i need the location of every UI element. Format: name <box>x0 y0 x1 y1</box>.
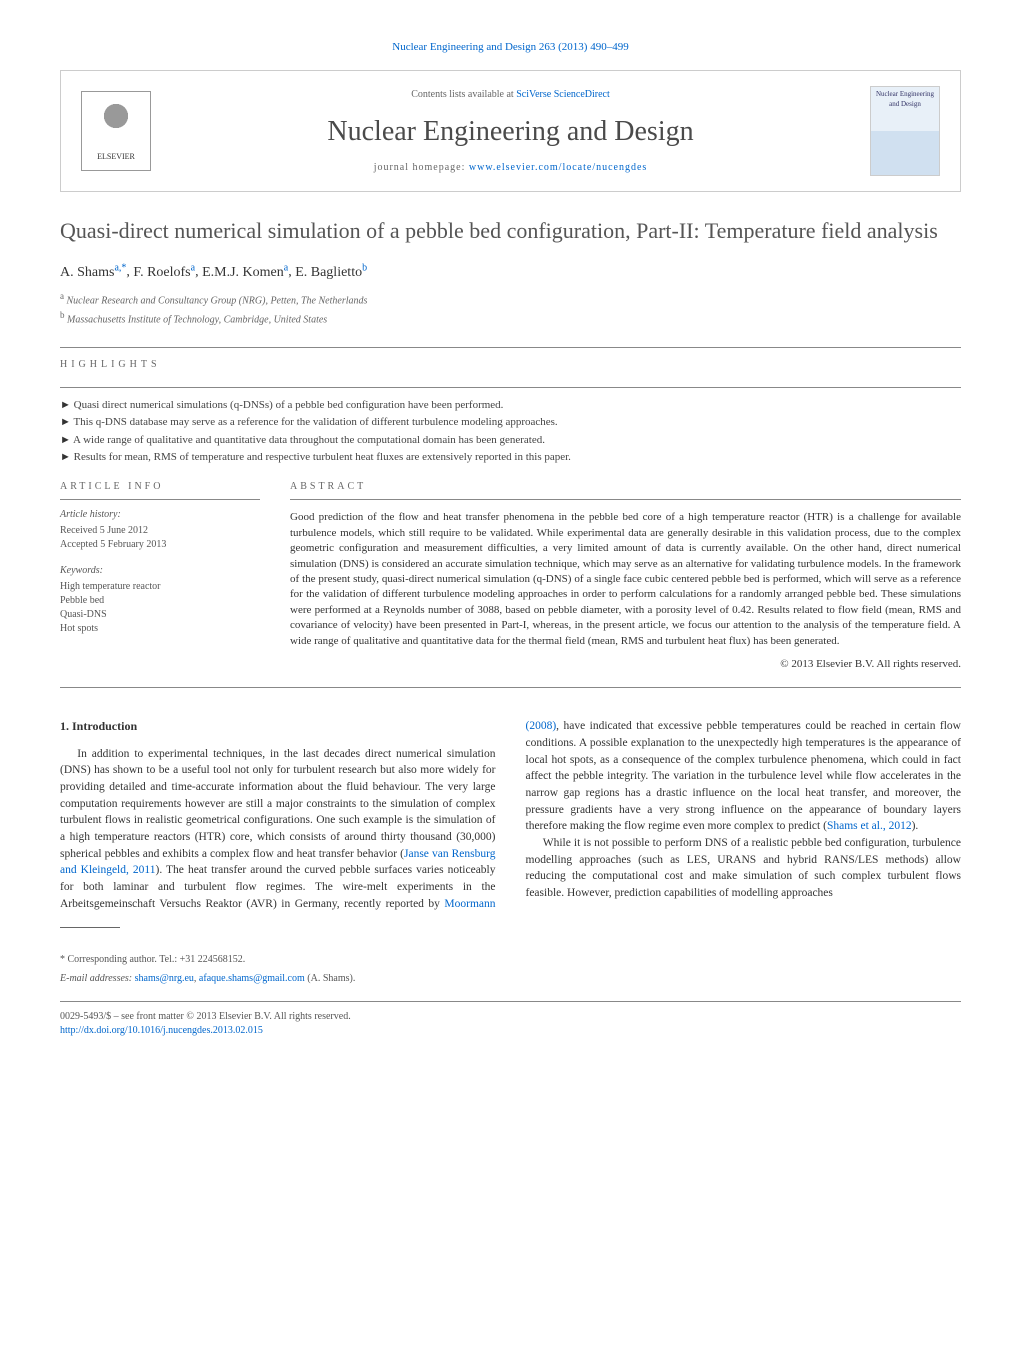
journal-title: Nuclear Engineering and Design <box>171 112 850 151</box>
footer: * Corresponding author. Tel.: +31 224568… <box>60 953 961 986</box>
article-history: Article history: Received 5 June 2012 Ac… <box>60 508 260 552</box>
homepage-prefix: journal homepage: <box>374 162 469 173</box>
homepage-link[interactable]: www.elsevier.com/locate/nucengdes <box>469 162 647 173</box>
highlights-block: Quasi direct numerical simulations (q-DN… <box>60 398 961 466</box>
journal-header: ELSEVIER Contents lists available at Sci… <box>60 70 961 192</box>
abstract-column: ABSTRACT Good prediction of the flow and… <box>290 480 961 672</box>
elsevier-tree-icon <box>96 101 136 151</box>
highlights-label: HIGHLIGHTS <box>60 358 961 372</box>
accepted-date: Accepted 5 February 2013 <box>60 539 166 550</box>
divider <box>60 387 961 388</box>
email-link[interactable]: shams@nrg.eu <box>135 973 194 984</box>
keyword: Hot spots <box>60 623 98 634</box>
elsevier-logo: ELSEVIER <box>81 91 151 171</box>
divider <box>60 347 961 348</box>
footnote-divider <box>60 927 120 928</box>
email-line: E-mail addresses: shams@nrg.eu, afaque.s… <box>60 972 961 986</box>
header-center: Contents lists available at SciVerse Sci… <box>151 88 870 175</box>
authors-line: A. Shamsa,*, F. Roelofsa, E.M.J. Komena,… <box>60 261 961 282</box>
keyword: High temperature reactor <box>60 581 161 592</box>
corresponding-author: * Corresponding author. Tel.: +31 224568… <box>60 953 961 967</box>
keyword: Pebble bed <box>60 595 104 606</box>
highlight-item: This q-DNS database may serve as a refer… <box>60 415 961 430</box>
journal-cover-thumbnail: Nuclear Engineering and Design <box>870 86 940 176</box>
history-label: Article history: <box>60 508 260 522</box>
keywords-label: Keywords: <box>60 564 260 578</box>
issn-line: 0029-5493/$ – see front matter © 2013 El… <box>60 1010 961 1024</box>
author: E.M.J. Komena <box>202 265 288 280</box>
affiliations: a Nuclear Research and Consultancy Group… <box>60 290 961 327</box>
keywords-block: Keywords: High temperature reactor Pebbl… <box>60 564 260 636</box>
article-body: 1. Introduction In addition to experimen… <box>60 718 961 912</box>
divider <box>60 687 961 688</box>
article-title: Quasi-direct numerical simulation of a p… <box>60 217 961 246</box>
citation-link[interactable]: Shams et al., 2012 <box>827 820 912 832</box>
section-heading: 1. Introduction <box>60 718 496 735</box>
journal-ref-link[interactable]: Nuclear Engineering and Design 263 (2013… <box>392 41 628 53</box>
info-abstract-row: ARTICLE INFO Article history: Received 5… <box>60 480 961 672</box>
email-suffix: (A. Shams). <box>305 973 356 984</box>
received-date: Received 5 June 2012 <box>60 525 148 536</box>
copyright-line: © 2013 Elsevier B.V. All rights reserved… <box>290 657 961 672</box>
contents-available: Contents lists available at SciVerse Sci… <box>171 88 850 102</box>
doi-link[interactable]: http://dx.doi.org/10.1016/j.nucengdes.20… <box>60 1025 263 1036</box>
body-text: In addition to experimental techniques, … <box>60 748 496 860</box>
cover-label: Nuclear Engineering and Design <box>876 90 934 108</box>
article-info-column: ARTICLE INFO Article history: Received 5… <box>60 480 260 672</box>
highlight-item: Quasi direct numerical simulations (q-DN… <box>60 398 961 413</box>
author: E. Bagliettob <box>295 265 367 280</box>
highlight-item: A wide range of qualitative and quantita… <box>60 433 961 448</box>
affiliation: b Massachusetts Institute of Technology,… <box>60 309 961 327</box>
article-info-label: ARTICLE INFO <box>60 480 260 500</box>
sciencedirect-link[interactable]: SciVerse ScienceDirect <box>516 89 610 100</box>
body-paragraph: While it is not possible to perform DNS … <box>526 835 962 902</box>
email-link[interactable]: afaque.shams@gmail.com <box>199 973 305 984</box>
email-label: E-mail addresses: <box>60 973 135 984</box>
author: A. Shamsa,* <box>60 265 126 280</box>
journal-reference: Nuclear Engineering and Design 263 (2013… <box>60 40 961 55</box>
body-text: ). <box>912 820 919 832</box>
abstract-label: ABSTRACT <box>290 480 961 500</box>
highlight-item: Results for mean, RMS of temperature and… <box>60 450 961 465</box>
author: F. Roelofsa <box>133 265 195 280</box>
contents-prefix: Contents lists available at <box>411 89 516 100</box>
affiliation: a Nuclear Research and Consultancy Group… <box>60 290 961 308</box>
body-text: ). The heat transfer around the curved p… <box>155 864 443 876</box>
abstract-text: Good prediction of the flow and heat tra… <box>290 510 961 649</box>
issn-doi-block: 0029-5493/$ – see front matter © 2013 El… <box>60 1001 961 1038</box>
elsevier-label: ELSEVIER <box>97 151 135 162</box>
body-text: , have indicated that excessive pebble t… <box>526 720 962 832</box>
journal-homepage: journal homepage: www.elsevier.com/locat… <box>171 161 850 175</box>
keyword: Quasi-DNS <box>60 609 107 620</box>
